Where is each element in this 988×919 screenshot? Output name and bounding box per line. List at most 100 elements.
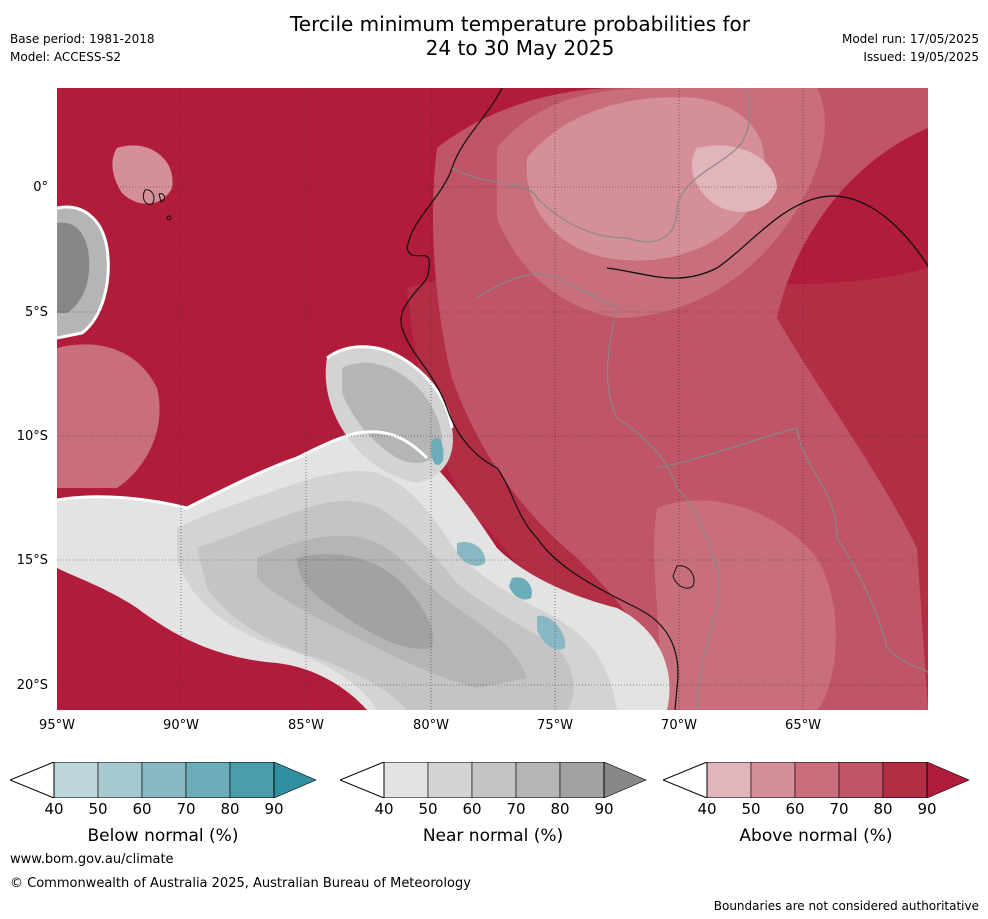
base-period: Base period: 1981-2018	[10, 32, 155, 46]
cbar-near-40	[383, 761, 429, 799]
near-normal-80-region	[297, 554, 433, 649]
colorbar-near-svg	[338, 761, 647, 799]
border-bolivia	[656, 427, 928, 674]
lake-titicaca	[672, 565, 695, 589]
colorbar-below-normal	[8, 761, 320, 802]
above-normal-60-region-south	[654, 500, 836, 710]
cbar-above-80	[882, 761, 928, 799]
above-normal-50-patch-west	[112, 145, 173, 204]
galapagos-islands	[142, 189, 172, 221]
tick-above-90: 90	[917, 800, 937, 818]
cbar-above-min-arrow	[661, 761, 708, 799]
near-normal-west-patch-90	[57, 222, 90, 313]
legend-label-above: Above normal (%)	[739, 826, 893, 846]
cbar-above-40	[706, 761, 752, 799]
lon-label-85w: 85°W	[288, 718, 324, 733]
cbar-near-60	[471, 761, 517, 799]
lon-label-90w: 90°W	[163, 718, 199, 733]
tick-near-60: 60	[462, 800, 482, 818]
lat-label-15s: 15°S	[16, 553, 48, 568]
lat-label-10s: 10°S	[16, 429, 48, 444]
tick-above-60: 60	[785, 800, 805, 818]
lon-label-95w: 95°W	[39, 718, 75, 733]
cbar-near-80	[559, 761, 605, 799]
galapagos-island-2	[158, 193, 166, 203]
probability-map	[57, 88, 928, 710]
lon-label-65w: 65°W	[785, 718, 821, 733]
above-normal-50-region	[526, 97, 765, 261]
issued-date: Issued: 19/05/2025	[863, 50, 979, 64]
galapagos-island-1	[142, 189, 155, 205]
map-svg	[57, 88, 928, 710]
cbar-near-90	[603, 761, 647, 799]
contour-white-west	[57, 205, 110, 340]
colorbar-above-svg	[661, 761, 970, 799]
title-line-1: Tercile minimum temperature probabilitie…	[289, 12, 751, 36]
tick-near-40: 40	[374, 800, 394, 818]
cbar-below-90	[273, 761, 317, 799]
title-line-2: 24 to 30 May 2025	[425, 36, 615, 60]
tick-above-40: 40	[697, 800, 717, 818]
amazon-river	[606, 195, 928, 279]
tick-above-50: 50	[741, 800, 761, 818]
contour-white-north	[326, 345, 454, 429]
legend-label-near: Near normal (%)	[422, 826, 564, 846]
cbar-above-50	[750, 761, 796, 799]
colorbar-above-normal	[661, 761, 973, 802]
cbar-below-40	[53, 761, 99, 799]
tick-below-80: 80	[220, 800, 240, 818]
tick-below-90: 90	[264, 800, 284, 818]
tick-below-40: 40	[44, 800, 64, 818]
chart-title: Tercile minimum temperature probabilitie…	[0, 12, 988, 60]
lat-label-20s: 20°S	[16, 678, 48, 693]
footer-url: www.bom.gov.au/climate	[10, 852, 174, 867]
cbar-below-min-arrow	[8, 761, 55, 799]
colorbar-near-normal	[338, 761, 650, 802]
cbar-below-70	[185, 761, 231, 799]
tick-below-60: 60	[132, 800, 152, 818]
cbar-below-50	[97, 761, 143, 799]
cbar-below-80	[229, 761, 275, 799]
tick-below-70: 70	[176, 800, 196, 818]
cbar-above-90	[926, 761, 970, 799]
above-normal-40-patch	[691, 145, 777, 212]
below-normal-patch-4	[537, 615, 566, 650]
legend-label-below: Below normal (%)	[87, 826, 239, 846]
cbar-near-min-arrow	[338, 761, 385, 799]
below-normal-patch-2	[457, 541, 486, 566]
tick-near-70: 70	[506, 800, 526, 818]
meta-right: Model run: 17/05/2025 Issued: 19/05/2025	[842, 30, 979, 66]
border-peru-brazil	[476, 273, 720, 710]
colorbar-below-svg	[8, 761, 317, 799]
lat-label-0: 0°	[33, 180, 48, 195]
lon-label-80w: 80°W	[413, 718, 449, 733]
tick-above-70: 70	[829, 800, 849, 818]
cbar-above-60	[794, 761, 840, 799]
lon-label-75w: 75°W	[537, 718, 573, 733]
galapagos-island-3	[166, 215, 172, 221]
border-north	[451, 88, 751, 243]
cbar-near-70	[515, 761, 561, 799]
above-normal-60-ocean	[57, 344, 160, 488]
tick-above-80: 80	[873, 800, 893, 818]
model-name: Model: ACCESS-S2	[10, 50, 122, 64]
model-run: Model run: 17/05/2025	[841, 32, 979, 46]
cbar-near-50	[427, 761, 473, 799]
tick-below-50: 50	[88, 800, 108, 818]
below-normal-patch-1	[431, 437, 444, 465]
footer-disclaimer: Boundaries are not considered authoritat…	[713, 899, 979, 913]
near-normal-north-peru-70	[342, 362, 442, 463]
footer-copyright: © Commonwealth of Australia 2025, Austra…	[10, 876, 471, 891]
cbar-below-60	[141, 761, 187, 799]
contour-white-40	[57, 430, 429, 510]
lon-label-70w: 70°W	[661, 718, 697, 733]
tick-near-90: 90	[594, 800, 614, 818]
below-normal-patch-3	[509, 577, 532, 600]
tick-near-80: 80	[550, 800, 570, 818]
coastline	[400, 88, 679, 710]
graticule	[57, 88, 928, 710]
tick-near-50: 50	[418, 800, 438, 818]
lat-label-5s: 5°S	[24, 305, 48, 320]
meta-left: Base period: 1981-2018 Model: ACCESS-S2	[10, 30, 155, 66]
cbar-above-70	[838, 761, 884, 799]
